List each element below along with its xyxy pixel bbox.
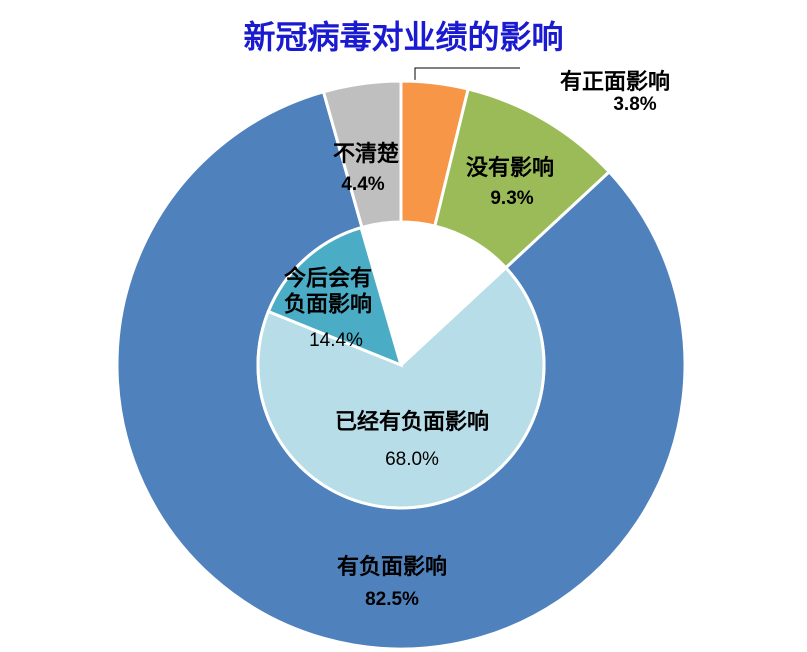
pie-slice bbox=[256, 265, 546, 510]
category-label: 已经有负面影响 bbox=[334, 409, 490, 434]
chart-title: 新冠病毒对业绩的影响 bbox=[243, 19, 564, 55]
donut-segment bbox=[321, 79, 403, 230]
category-label: 有负面影响 bbox=[336, 554, 448, 579]
category-label: 有正面影响 bbox=[559, 69, 671, 94]
value-label: 82.5% bbox=[365, 589, 419, 610]
category-label: 不清楚 bbox=[332, 141, 400, 166]
value-label: 68.0% bbox=[385, 449, 439, 470]
category-label: 今后会有负面影响 bbox=[283, 265, 372, 317]
pie-slice bbox=[266, 225, 404, 368]
value-label: 3.8% bbox=[613, 94, 657, 115]
value-label: 14.4% bbox=[309, 330, 363, 351]
value-label: 4.4% bbox=[341, 174, 385, 195]
category-label: 没有影响 bbox=[465, 155, 555, 180]
value-label: 9.3% bbox=[490, 188, 534, 209]
